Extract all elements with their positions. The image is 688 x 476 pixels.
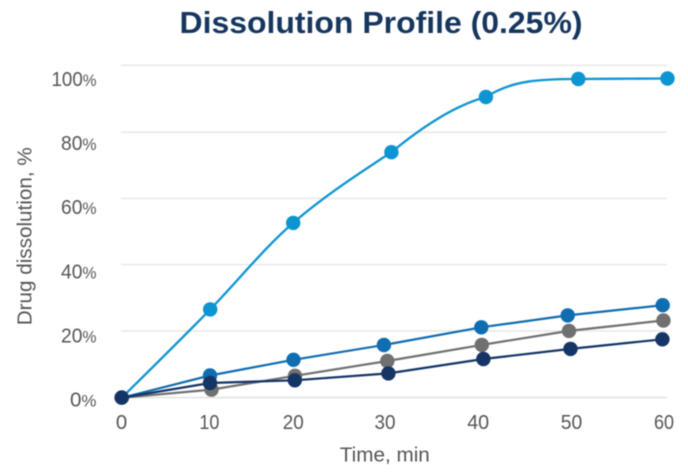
svg-text:0: 0 (116, 412, 127, 434)
svg-text:40: 40 (467, 412, 489, 434)
svg-text:30: 30 (375, 412, 396, 434)
svg-text:60%: 60% (61, 197, 97, 219)
svg-text:20: 20 (283, 412, 304, 434)
svg-text:60: 60 (654, 412, 674, 434)
svg-text:100%: 100% (52, 69, 97, 91)
svg-text:10: 10 (199, 412, 219, 434)
svg-text:Dissolution Profile (0.25%): Dissolution Profile (0.25%) (180, 5, 583, 40)
svg-text:40%: 40% (61, 261, 97, 283)
svg-text:Drug dissolution, %: Drug dissolution, % (15, 147, 37, 325)
svg-text:20%: 20% (61, 325, 97, 347)
svg-text:50: 50 (561, 412, 583, 434)
svg-text:Time, min: Time, min (340, 445, 430, 467)
svg-text:0%: 0% (70, 390, 97, 412)
svg-text:80%: 80% (61, 133, 97, 155)
